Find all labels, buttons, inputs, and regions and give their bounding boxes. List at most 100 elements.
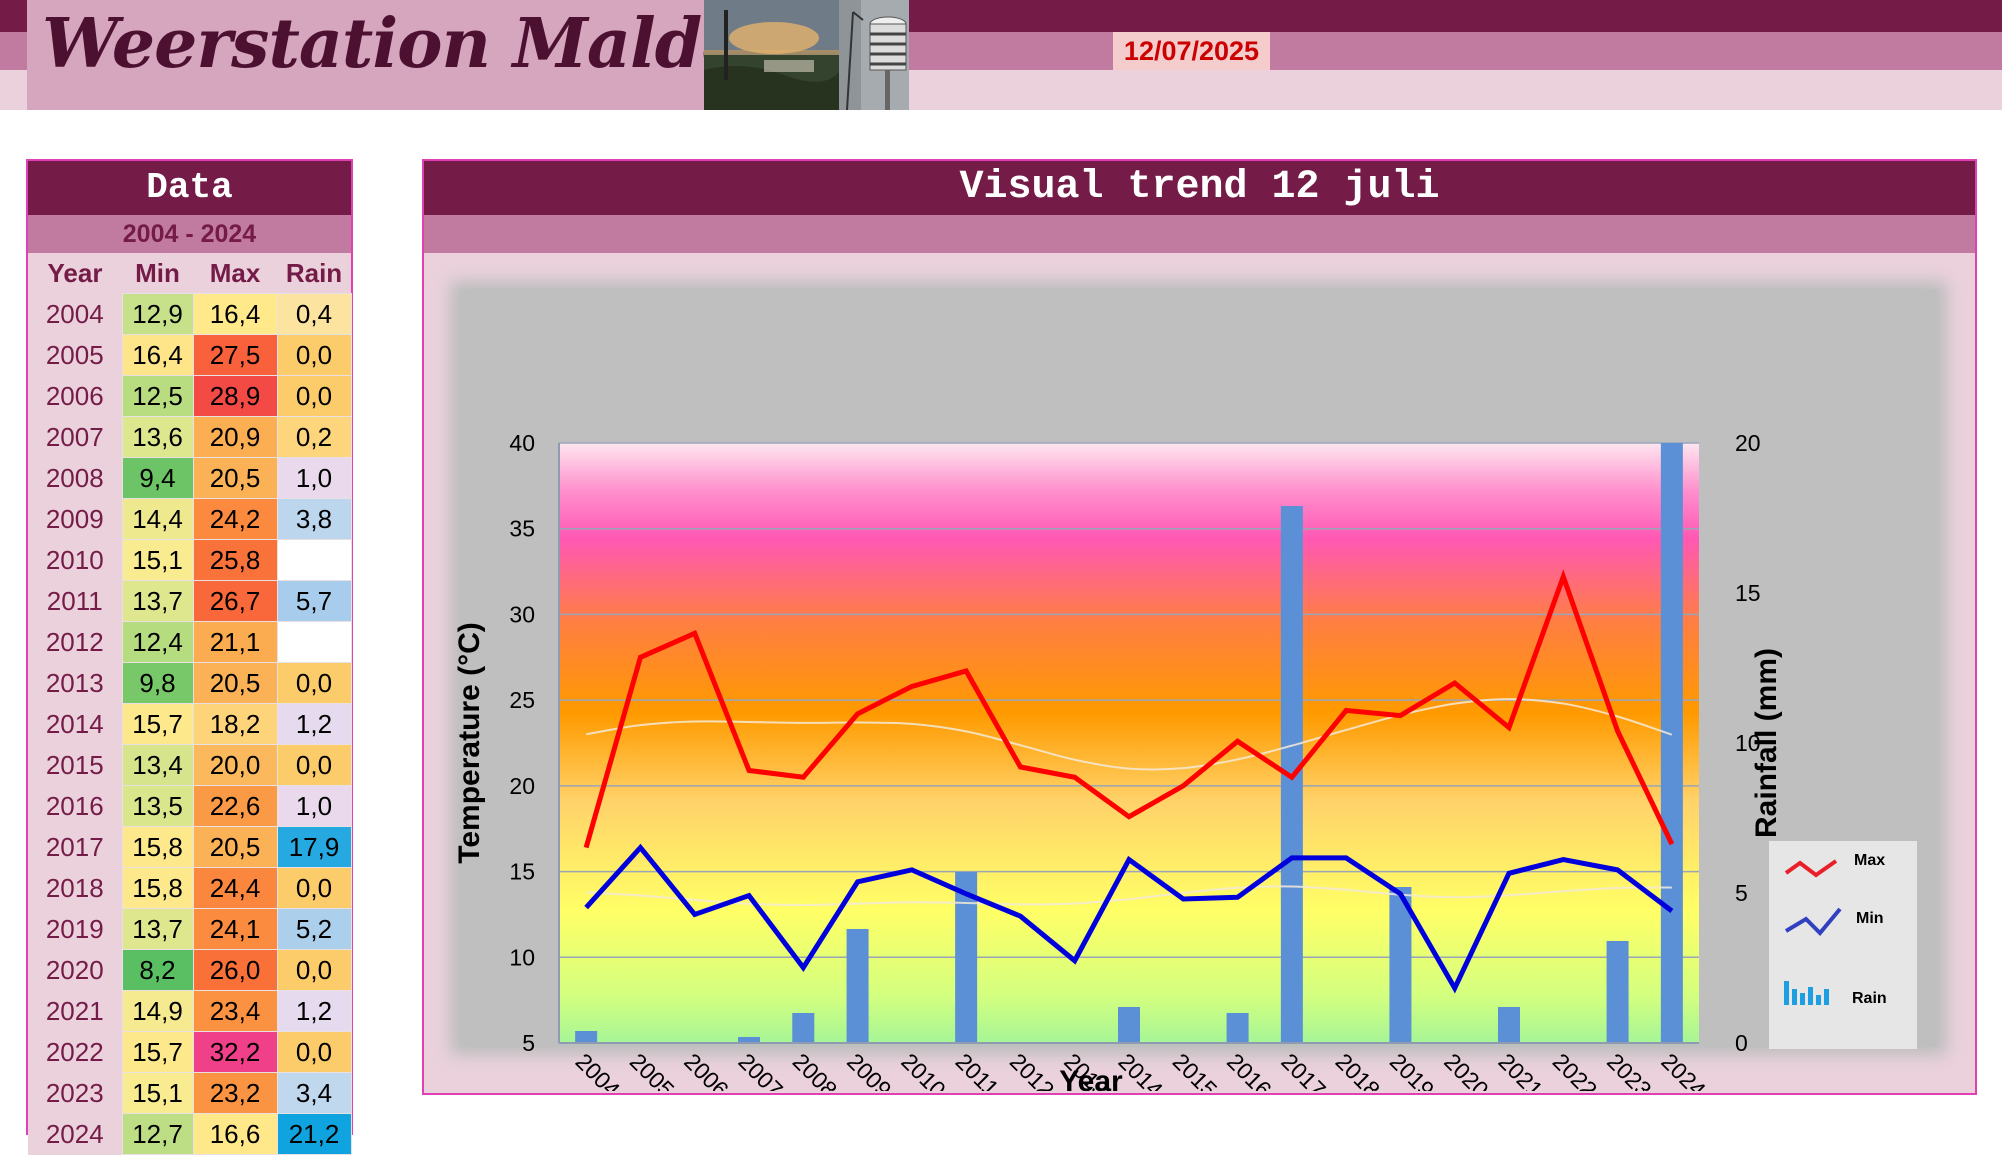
y2-tick-label: 20 <box>1735 430 1761 456</box>
year-cell: 2024 <box>28 1113 122 1155</box>
year-cell: 2009 <box>28 498 122 540</box>
rain-bar <box>1118 1007 1140 1043</box>
legend-rain-swatch <box>1784 981 1829 1005</box>
table-row: 2017 15,8 20,5 17,9 <box>28 826 352 868</box>
min-temperature-line <box>584 843 1674 994</box>
legend-box <box>1769 841 1917 1049</box>
data-panel-title: Data <box>28 161 351 215</box>
table-row: 2006 12,5 28,9 0,0 <box>28 375 352 417</box>
min-temp-cell: 13,4 <box>121 744 194 786</box>
max-temp-cell: 16,4 <box>192 293 278 335</box>
year-cell: 2006 <box>28 375 122 417</box>
table-row: 2014 15,7 18,2 1,2 <box>28 703 352 745</box>
rain-cell: 0,0 <box>276 375 352 417</box>
rain-bar <box>955 872 978 1043</box>
min-trend-curve <box>586 885 1672 906</box>
max-temp-cell: 22,6 <box>192 785 278 827</box>
y2-tick-label: 5 <box>1735 880 1748 906</box>
max-temp-cell: 23,4 <box>192 990 278 1032</box>
y2-axis-label: Rainfall (mm) <box>1750 648 1783 838</box>
rain-bar <box>1498 1007 1520 1043</box>
table-row: 2012 12,4 21,1 <box>28 621 352 663</box>
year-cell: 2004 <box>28 293 122 335</box>
y-tick-label: 20 <box>509 773 535 799</box>
year-cell: 2014 <box>28 703 122 745</box>
table-row: 2004 12,9 16,4 0,4 <box>28 293 352 335</box>
rain-cell: 3,4 <box>276 1072 352 1114</box>
y-tick-label: 10 <box>509 944 535 970</box>
rain-cell <box>276 621 352 663</box>
chart-legend: Max Min Rain <box>1769 841 1917 1049</box>
max-temp-cell: 18,2 <box>192 703 278 745</box>
min-temp-cell: 9,4 <box>121 457 194 499</box>
header-photo-station <box>839 0 909 111</box>
data-panel: Data 2004 - 2024 Year Min Max Rain 2004 1… <box>26 159 353 1155</box>
chart-panel-title: Visual trend 12 juli <box>424 161 1975 215</box>
table-row: 2013 9,8 20,5 0,0 <box>28 662 352 704</box>
rain-cell: 3,8 <box>276 498 352 540</box>
year-cell: 2021 <box>28 990 122 1032</box>
min-temp-cell: 12,9 <box>121 293 194 335</box>
column-header-max: Max <box>193 253 277 294</box>
rain-cell: 5,7 <box>276 580 352 622</box>
column-header-min: Min <box>122 253 193 294</box>
year-cell: 2016 <box>28 785 122 827</box>
rain-cell: 0,0 <box>276 662 352 704</box>
rain-cell: 21,2 <box>276 1113 352 1155</box>
rain-cell: 0,2 <box>276 416 352 458</box>
rain-cell: 0,0 <box>276 744 352 786</box>
header-photo-landscape <box>704 0 839 110</box>
min-temp-cell: 9,8 <box>121 662 194 704</box>
min-temp-cell: 14,9 <box>121 990 194 1032</box>
table-row: 2011 13,7 26,7 5,7 <box>28 580 352 622</box>
table-row: 2015 13,4 20,0 0,0 <box>28 744 352 786</box>
max-temp-cell: 32,2 <box>192 1031 278 1073</box>
min-temp-cell: 12,4 <box>121 621 194 663</box>
max-temp-cell: 26,7 <box>192 580 278 622</box>
table-row: 2024 12,7 16,6 21,2 <box>28 1113 352 1155</box>
year-cell: 2013 <box>28 662 122 704</box>
legend-min-swatch <box>1784 907 1842 936</box>
min-temp-cell: 15,1 <box>121 1072 194 1114</box>
table-row: 2005 16,4 27,5 0,0 <box>28 334 352 376</box>
max-temp-cell: 20,5 <box>192 826 278 868</box>
table-row: 2007 13,6 20,9 0,2 <box>28 416 352 458</box>
max-temp-cell: 24,4 <box>192 867 278 909</box>
rain-cell: 1,2 <box>276 990 352 1032</box>
x-axis-label: Year <box>1059 1065 1123 1091</box>
min-temp-cell: 15,7 <box>121 1031 194 1073</box>
max-trend-curve <box>585 698 1673 771</box>
rain-bar <box>1226 1013 1249 1043</box>
max-temp-cell: 20,5 <box>192 662 278 704</box>
min-temp-cell: 16,4 <box>121 334 194 376</box>
rain-bar <box>846 929 869 1043</box>
min-temp-cell: 12,7 <box>121 1113 194 1155</box>
rain-bar <box>575 1031 598 1043</box>
max-temp-cell: 27,5 <box>192 334 278 376</box>
data-year-range: 2004 - 2024 <box>28 215 351 253</box>
chart-panel: Visual trend 12 juli 5 10 15 2 <box>422 159 1977 1095</box>
year-cell: 2005 <box>28 334 122 376</box>
min-temp-cell: 15,7 <box>121 703 194 745</box>
station-photo-drawing <box>839 0 909 111</box>
min-temp-cell: 15,8 <box>121 867 194 909</box>
min-temp-cell: 12,5 <box>121 375 194 417</box>
table-row: 2023 15,1 23,2 3,4 <box>28 1072 352 1114</box>
table-row: 2019 13,7 24,1 5,2 <box>28 908 352 950</box>
table-row: 2009 14,4 24,2 3,8 <box>28 498 352 540</box>
y2-tick-label: 15 <box>1735 580 1761 606</box>
max-temp-cell: 23,2 <box>192 1072 278 1114</box>
max-temp-cell: 20,9 <box>192 416 278 458</box>
chart-panel-subband <box>424 215 1975 253</box>
year-cell: 2012 <box>28 621 122 663</box>
min-temp-cell: 15,8 <box>121 826 194 868</box>
legend-max-swatch <box>1784 859 1838 878</box>
min-temp-cell: 14,4 <box>121 498 194 540</box>
max-temp-cell: 20,0 <box>192 744 278 786</box>
data-table-header-row: Year Min Max Rain <box>28 253 351 294</box>
data-table: Year Min Max Rain 2004 12,9 16,4 0,4 2005 16,… <box>28 253 352 1155</box>
min-temp-cell: 13,6 <box>121 416 194 458</box>
year-cell: 2017 <box>28 826 122 868</box>
y-tick-label: 5 <box>522 1030 535 1056</box>
